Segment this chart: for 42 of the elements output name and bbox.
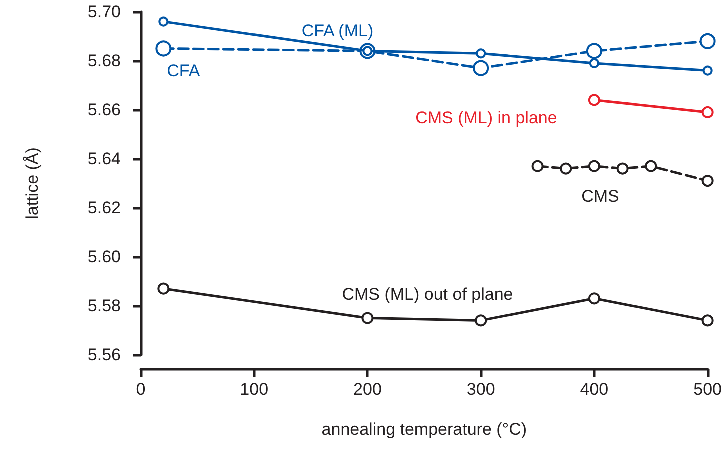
x-axis-title: annealing temperature (°C) — [322, 420, 528, 439]
y-tick-label: 5.64 — [88, 150, 121, 168]
y-tick-label: 5.60 — [88, 248, 121, 266]
point — [156, 40, 172, 57]
point — [588, 94, 600, 106]
point — [702, 175, 714, 188]
point — [702, 66, 713, 76]
point — [700, 33, 716, 50]
x-tick-label: 0 — [136, 380, 146, 399]
x-tick-label: 200 — [354, 380, 382, 399]
series-label: CMS — [582, 186, 620, 206]
x-tick-label: 300 — [466, 380, 496, 399]
point — [588, 292, 600, 305]
y-axis-title: lattice (Å) — [23, 148, 42, 220]
point — [158, 16, 169, 27]
x-tick-label: 100 — [240, 380, 269, 399]
series-label: CMS (ML) out of plane — [342, 284, 514, 304]
point — [589, 58, 600, 68]
point — [473, 60, 490, 76]
series-label: CFA (ML) — [302, 22, 374, 41]
y-tick-label: 5.66 — [88, 100, 121, 120]
y-tick-label: 5.56 — [88, 346, 121, 364]
point — [616, 162, 629, 175]
series-label: CFA — [167, 61, 201, 80]
y-tick-label: 5.70 — [88, 2, 121, 22]
y-tick-label: 5.68 — [88, 52, 121, 70]
point — [362, 312, 374, 324]
point — [586, 43, 602, 60]
y-tick-label: 5.62 — [88, 198, 121, 218]
x-tick-label: 500 — [694, 380, 722, 399]
x-tick-label: 400 — [580, 380, 609, 399]
point — [560, 162, 572, 175]
point — [702, 314, 714, 327]
y-tick-label: 5.58 — [88, 296, 121, 316]
point — [476, 48, 486, 59]
point — [475, 314, 488, 327]
point — [588, 160, 600, 172]
series-label: CMS (ML) in plane — [416, 108, 558, 128]
point — [645, 160, 658, 172]
point — [532, 160, 544, 172]
point — [158, 282, 170, 295]
point — [702, 106, 714, 118]
